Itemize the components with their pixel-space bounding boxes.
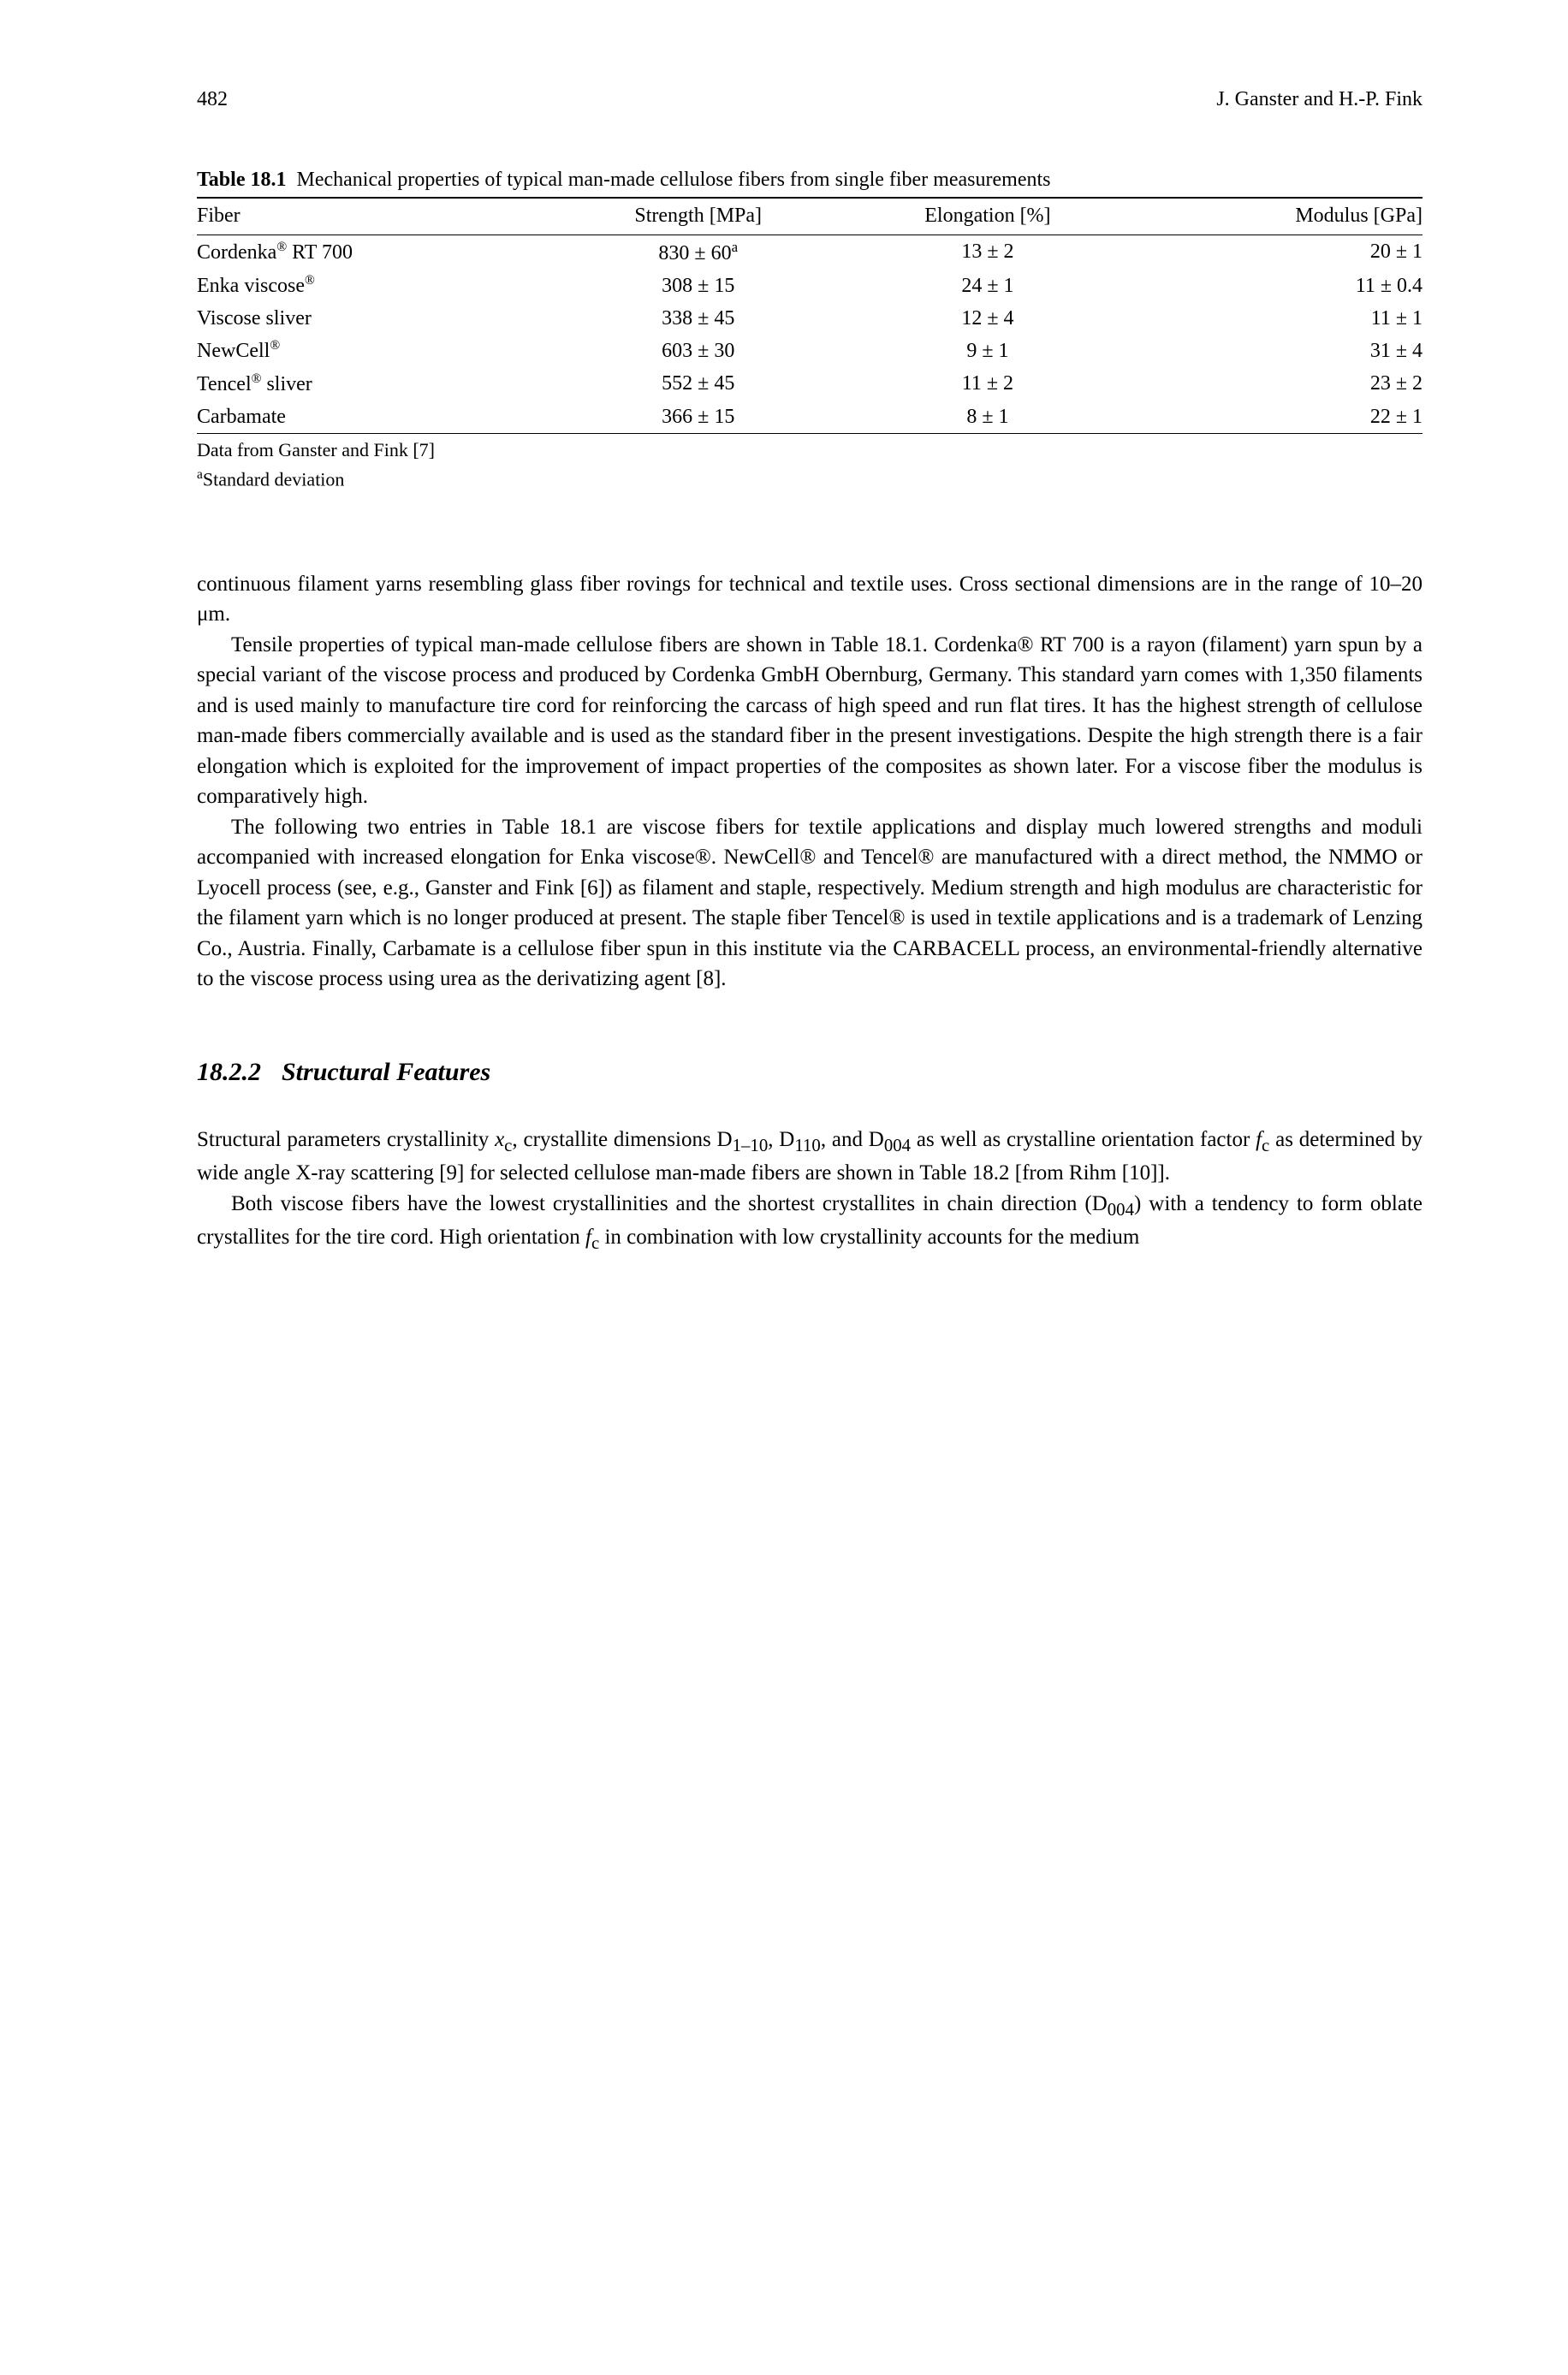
- col-strength: Strength [MPa]: [553, 198, 844, 235]
- cell-elongation: 12 ± 4: [844, 303, 1132, 335]
- cell-strength: 308 ± 15: [553, 270, 844, 303]
- sym-fc2: f: [585, 1226, 591, 1249]
- p4b: , crystallite dimensions D: [512, 1128, 732, 1151]
- section-number: 18.2.2: [197, 1058, 261, 1086]
- table-row: NewCell®603 ± 309 ± 131 ± 4: [197, 335, 1422, 368]
- paragraph-2: Tensile properties of typical man-made c…: [197, 630, 1422, 812]
- cell-modulus: 11 ± 0.4: [1131, 270, 1422, 303]
- col-modulus: Modulus [GPa]: [1131, 198, 1422, 235]
- col-elongation: Elongation [%]: [844, 198, 1132, 235]
- cell-elongation: 13 ± 2: [844, 235, 1132, 270]
- mechanical-properties-table: Fiber Strength [MPa] Elongation [%] Modu…: [197, 197, 1422, 434]
- page-number: 482: [197, 86, 228, 115]
- cell-elongation: 24 ± 1: [844, 270, 1132, 303]
- paragraph-4: Structural parameters crystallinity x c , …: [197, 1125, 1422, 1189]
- section-heading: 18.2.2 Structural Features: [197, 1054, 1422, 1090]
- cell-modulus: 22 ± 1: [1131, 401, 1422, 434]
- sym-xc: x: [495, 1128, 504, 1151]
- header-authors: J. Ganster and H.-P. Fink: [1216, 86, 1422, 115]
- table-caption: Table 18.1 Mechanical properties of typi…: [197, 166, 1422, 193]
- cell-elongation: 11 ± 2: [844, 368, 1132, 401]
- table-row: Cordenka® RT 700830 ± 60a13 ± 220 ± 1: [197, 235, 1422, 270]
- paragraph-3: The following two entries in Table 18.1 …: [197, 812, 1422, 995]
- p4a: Structural parameters crystallinity: [197, 1128, 495, 1151]
- sym-d1: 1–10: [733, 1135, 769, 1155]
- cell-modulus: 31 ± 4: [1131, 335, 1422, 368]
- sym-fc: f: [1256, 1128, 1262, 1151]
- table-label: Table 18.1: [197, 169, 286, 191]
- cell-strength: 366 ± 15: [553, 401, 844, 434]
- cell-modulus: 23 ± 2: [1131, 368, 1422, 401]
- cell-fiber: Tencel® sliver: [197, 368, 553, 401]
- cell-elongation: 8 ± 1: [844, 401, 1132, 434]
- sym-fc-sub: c: [1262, 1135, 1269, 1155]
- cell-strength: 552 ± 45: [553, 368, 844, 401]
- cell-fiber: Carbamate: [197, 401, 553, 434]
- p5c: in combination with low crystallinity ac…: [599, 1226, 1139, 1249]
- cell-strength: 603 ± 30: [553, 335, 844, 368]
- table-row: Enka viscose®308 ± 1524 ± 111 ± 0.4: [197, 270, 1422, 303]
- col-fiber: Fiber: [197, 198, 553, 235]
- cell-fiber: Cordenka® RT 700: [197, 235, 553, 270]
- cell-fiber: Enka viscose®: [197, 270, 553, 303]
- sym-fc2-sub: c: [591, 1232, 599, 1253]
- table-row: Carbamate366 ± 158 ± 122 ± 1: [197, 401, 1422, 434]
- sym-d3: 004: [884, 1135, 911, 1155]
- body-text: continuous filament yarns resembling gla…: [197, 569, 1422, 995]
- p4c: , D: [768, 1128, 794, 1151]
- table-row: Tencel® sliver552 ± 4511 ± 223 ± 2: [197, 368, 1422, 401]
- cell-elongation: 9 ± 1: [844, 335, 1132, 368]
- cell-modulus: 11 ± 1: [1131, 303, 1422, 335]
- table-header-row: Fiber Strength [MPa] Elongation [%] Modu…: [197, 198, 1422, 235]
- table-footnote-2: aStandard deviation: [197, 466, 1422, 492]
- sym-d004: 004: [1108, 1199, 1134, 1220]
- table-footnote-1: Data from Ganster and Fink [7]: [197, 437, 1422, 463]
- table-caption-text: Mechanical properties of typical man-mad…: [296, 169, 1050, 191]
- body-text-2: Structural parameters crystallinity x c , …: [197, 1125, 1422, 1256]
- cell-fiber: Viscose sliver: [197, 303, 553, 335]
- footnote-sup: a: [197, 467, 203, 482]
- table-row: Viscose sliver338 ± 4512 ± 411 ± 1: [197, 303, 1422, 335]
- p5a: Both viscose fibers have the lowest crys…: [231, 1192, 1108, 1215]
- p4d: , and D: [821, 1128, 884, 1151]
- cell-fiber: NewCell®: [197, 335, 553, 368]
- cell-strength: 338 ± 45: [553, 303, 844, 335]
- footnote-text: Standard deviation: [203, 468, 345, 490]
- page-header: 482 J. Ganster and H.-P. Fink: [197, 86, 1422, 115]
- cell-strength: 830 ± 60a: [553, 235, 844, 270]
- section-title: Structural Features: [282, 1058, 490, 1086]
- paragraph-5: Both viscose fibers have the lowest crys…: [197, 1189, 1422, 1256]
- paragraph-1: continuous filament yarns resembling gla…: [197, 569, 1422, 630]
- p4e: as well as crystalline orientation facto…: [911, 1128, 1256, 1151]
- sym-d2: 110: [794, 1135, 820, 1155]
- cell-modulus: 20 ± 1: [1131, 235, 1422, 270]
